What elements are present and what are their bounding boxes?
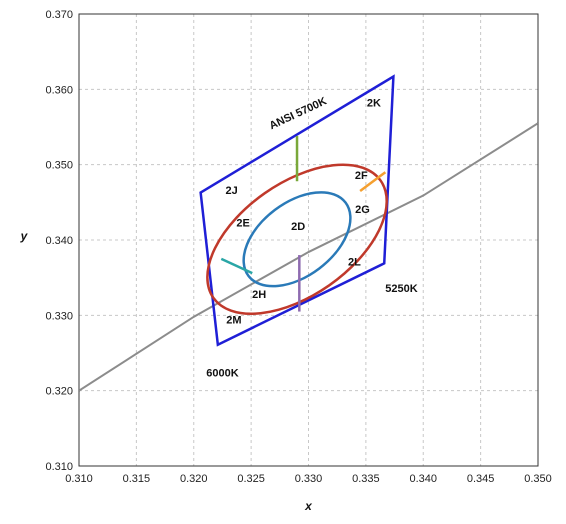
blackbody-locus-line [79, 122, 538, 392]
region-label-2d: 2D [291, 221, 305, 233]
x-tick-label-1: 0.315 [123, 473, 151, 485]
region-label-2m: 2M [226, 315, 241, 327]
x-tick-label-5: 0.335 [352, 473, 380, 485]
x-tick-labels: 0.310 0.315 0.320 0.325 0.330 0.335 0.340 0.345… [65, 473, 552, 485]
grid-lines [78, 13, 539, 467]
y-tick-label-4: 0.350 [45, 160, 73, 172]
x-tick-label-3: 0.325 [237, 473, 265, 485]
region-label-ansi-5700k: ANSI 5700K [268, 95, 329, 132]
region-label-2k: 2K [367, 98, 381, 110]
region-label-2f: 2F [355, 170, 368, 182]
y-tick-label-0: 0.310 [45, 461, 73, 473]
region-label-2j: 2J [225, 185, 237, 197]
region-label-2e: 2E [236, 217, 249, 229]
y-tick-label-5: 0.360 [45, 84, 73, 96]
outer-ellipse [206, 163, 388, 316]
divider-left [220, 257, 253, 275]
plot-area-frame [78, 13, 539, 467]
y-tick-label-3: 0.340 [45, 235, 73, 247]
region-label-2g: 2G [355, 204, 370, 216]
region-label-2l: 2L [348, 257, 361, 269]
x-tick-label-8: 0.350 [524, 473, 552, 485]
x-axis-title: x [304, 499, 313, 513]
x-tick-label-2: 0.320 [180, 473, 208, 485]
data-series [79, 74, 538, 392]
x-tick-label-7: 0.345 [467, 473, 495, 485]
region-label-2h: 2H [252, 289, 266, 301]
region-label-6000k: 6000K [206, 367, 238, 379]
y-tick-label-2: 0.330 [45, 310, 73, 322]
inner-ellipse [242, 191, 352, 288]
y-tick-labels: 0.310 0.320 0.330 0.340 0.350 0.360 0.370 [45, 9, 73, 473]
y-tick-label-6: 0.370 [45, 9, 73, 21]
divider-right [359, 171, 387, 193]
region-label-5250k: 5250K [385, 283, 417, 295]
y-axis-title: y [20, 229, 29, 243]
y-tick-label-1: 0.320 [45, 386, 73, 398]
x-tick-label-6: 0.340 [409, 473, 437, 485]
x-tick-label-4: 0.330 [295, 473, 323, 485]
x-tick-label-0: 0.310 [65, 473, 93, 485]
